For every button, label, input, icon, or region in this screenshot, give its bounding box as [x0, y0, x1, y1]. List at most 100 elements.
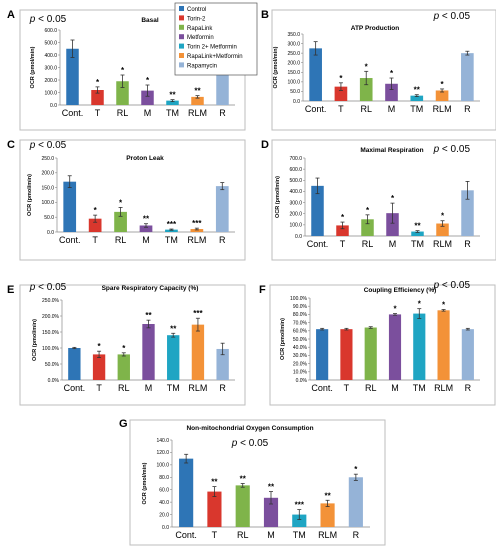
bar-rl: [359, 78, 373, 101]
bar-rlm: [436, 223, 449, 236]
y-tick-label: 50.0: [44, 215, 54, 221]
x-tick-label: Cont.: [175, 530, 197, 540]
legend-entry: Metformin: [187, 35, 214, 41]
y-tick-label: 150.0: [287, 70, 300, 76]
bar-t: [336, 225, 349, 236]
x-tick-label: RLM: [433, 104, 452, 114]
significance-star: ***: [167, 220, 177, 229]
chart-title: ATP Production: [351, 25, 400, 32]
y-tick-label: 80.0%: [293, 312, 308, 318]
x-tick-label: RL: [118, 383, 130, 393]
bar-t: [92, 354, 106, 380]
significance-star: **: [324, 491, 331, 500]
bar-rl: [117, 354, 130, 380]
y-tick-label: 600.0: [44, 28, 57, 34]
chart-title: Non-mitochondrial Oxygen Consumption: [186, 425, 313, 432]
legend-entry: Torin-2: [187, 16, 206, 22]
chart-title: Proton Leak: [126, 155, 164, 162]
x-tick-label: Cont.: [307, 239, 329, 249]
bar-cont: [66, 48, 79, 105]
p-value: p < 0.05: [433, 144, 471, 155]
legend-swatch: [179, 62, 184, 68]
legend-swatch: [179, 24, 184, 30]
x-tick-label: R: [219, 235, 226, 245]
y-tick-label: 150.0: [41, 185, 54, 191]
y-tick-label: 200.0: [287, 61, 300, 67]
bar-rl: [116, 81, 129, 105]
bar-m: [385, 83, 398, 101]
bar-m: [141, 90, 154, 105]
legend-swatch: [179, 43, 184, 49]
x-tick-label: RLM: [188, 108, 207, 118]
y-tick-label: 20.0: [159, 512, 169, 518]
x-tick-label: Cont.: [305, 104, 327, 114]
bar-t: [207, 491, 222, 527]
x-tick-label: TM: [165, 235, 178, 245]
x-tick-label: M: [145, 383, 153, 393]
panel-C: C Proton Leak p < 0.05 OCR (pmol/min) 0.0 50.…: [7, 139, 246, 261]
x-tick-label: M: [388, 104, 396, 114]
y-tick-label: 50.0%: [293, 337, 308, 343]
x-tick-label: Cont.: [62, 108, 84, 118]
y-tick-label: 400.0: [289, 189, 302, 195]
panel-letter: C: [7, 139, 15, 151]
y-tick-label: 60.0: [159, 488, 169, 494]
bar-tm: [167, 335, 180, 380]
significance-star: *: [94, 206, 98, 215]
significance-star: **: [240, 475, 247, 484]
legend-swatch: [179, 34, 184, 40]
chart-title: Spare Respiratory Capacity (%): [102, 285, 199, 292]
y-tick-label: 200.0: [289, 212, 302, 218]
x-tick-label: RL: [362, 239, 374, 249]
x-tick-label: RLM: [434, 383, 453, 393]
bar-cont: [179, 458, 194, 527]
significance-star: *: [366, 206, 370, 215]
y-tick-label: 500.0: [44, 40, 57, 46]
y-axis-label: OCR (pmol/min): [32, 319, 38, 361]
y-tick-label: 300.0: [287, 41, 300, 47]
significance-star: *: [418, 300, 422, 309]
y-axis-label: OCR (pmol/min): [280, 318, 286, 360]
y-tick-label: 100.0: [44, 90, 57, 96]
significance-star: **: [414, 86, 421, 95]
legend-swatch: [179, 15, 184, 21]
x-tick-label: TM: [410, 104, 423, 114]
x-tick-label: RL: [360, 104, 372, 114]
bar-t: [91, 90, 104, 105]
bar-m: [263, 497, 279, 527]
panel-letter: D: [261, 139, 269, 151]
bar-t: [334, 86, 348, 101]
y-tick-label: 0.0%: [48, 378, 60, 384]
significance-star: *: [121, 66, 125, 75]
y-tick-label: 100.0: [287, 80, 300, 86]
legend-swatch: [179, 53, 184, 58]
bar-rl: [114, 211, 127, 232]
y-tick-label: 700.0: [289, 156, 302, 162]
x-tick-label: Cont.: [64, 383, 86, 393]
significance-star: ***: [193, 309, 203, 318]
chart-title: Coupling Efficiency (%): [364, 287, 437, 294]
significance-star: *: [96, 78, 100, 87]
panel-letter: F: [259, 284, 266, 296]
panel-letter: B: [261, 9, 269, 21]
bar-t: [88, 218, 102, 232]
bar-t: [340, 329, 353, 380]
x-tick-label: RL: [115, 235, 127, 245]
x-tick-label: TM: [166, 108, 179, 118]
y-tick-label: 200.0%: [42, 314, 60, 320]
bar-rlm: [191, 324, 205, 380]
y-axis-label: OCR (pmol/min): [275, 176, 281, 218]
legend-box: [174, 2, 258, 76]
x-tick-label: RLM: [433, 239, 452, 249]
bar-r: [348, 477, 363, 527]
panel-letter: G: [119, 418, 128, 430]
x-tick-label: Cont.: [311, 383, 333, 393]
p-value: p < 0.05: [29, 140, 67, 151]
y-tick-label: 400.0: [44, 53, 57, 59]
significance-star: **: [170, 324, 177, 333]
significance-star: *: [441, 212, 445, 221]
y-tick-label: 100.0%: [42, 346, 60, 352]
y-tick-label: 40.0: [159, 500, 169, 506]
panel-frame: [129, 419, 386, 546]
significance-star: *: [339, 74, 343, 83]
